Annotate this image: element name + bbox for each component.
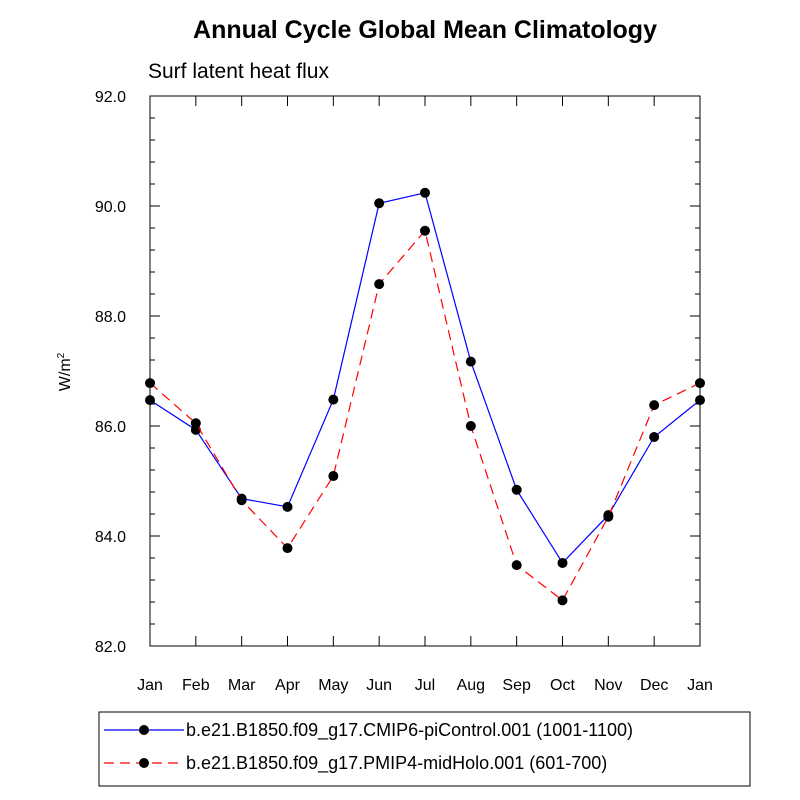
x-tick-label: Jul: [415, 677, 435, 694]
x-tick-label: Apr: [275, 677, 301, 694]
x-tick-label: Jan: [137, 677, 163, 694]
x-tick-label: Dec: [640, 677, 668, 694]
y-tick-label: 86.0: [95, 419, 126, 436]
y-axis-label: W/m2: [56, 352, 74, 391]
series-1-point: [695, 395, 705, 406]
y-tick-label: 92.0: [95, 89, 126, 106]
series-1-point: [374, 198, 385, 209]
chart-subtitle: Surf latent heat flux: [148, 60, 329, 83]
series-2-point: [374, 279, 385, 290]
series-2-point: [145, 378, 155, 389]
y-axis-label-text: W/m: [57, 358, 74, 391]
legend-label-1: b.e21.B1850.f09_g17.CMIP6-piControl.001 …: [186, 720, 633, 741]
y-tick-label: 82.0: [95, 639, 126, 656]
series-2-point: [557, 595, 568, 606]
series-2-point: [465, 421, 476, 431]
series-1-point: [328, 394, 339, 405]
y-tick-label: 88.0: [95, 309, 126, 326]
x-tick-label: Oct: [550, 677, 575, 694]
x-tick-label: Mar: [228, 677, 256, 694]
x-tick-label: Sep: [502, 677, 531, 694]
x-tick-label: Nov: [594, 677, 622, 694]
series-2-point: [190, 418, 201, 429]
series-2-point: [603, 511, 614, 522]
series-1-point: [282, 501, 293, 512]
y-tick-label: 90.0: [95, 199, 126, 216]
series-1-point: [557, 557, 568, 568]
series-2-point: [695, 378, 705, 389]
x-tick-label: Aug: [457, 677, 485, 694]
legend-label-2: b.e21.B1850.f09_g17.PMIP4-midHolo.001 (6…: [186, 753, 607, 774]
y-axis-label-superscript: 2: [56, 352, 67, 358]
legend: b.e21.B1850.f09_g17.CMIP6-piControl.001 …: [104, 720, 633, 774]
x-tick-label: Jan: [687, 677, 713, 694]
y-axis-ticks: 82.0 84.0 86.0 88.0 90.0 92.0: [95, 89, 700, 656]
series-1-point: [145, 395, 155, 406]
series-1-point: [420, 187, 430, 198]
x-tick-label: May: [318, 677, 348, 694]
series-1-point: [465, 356, 476, 367]
chart-title: Annual Cycle Global Mean Climatology: [193, 16, 657, 44]
series-2-point: [649, 400, 660, 411]
legend-marker-2: [139, 758, 149, 768]
series-2-point: [420, 225, 430, 236]
series-1-point: [649, 432, 660, 442]
series-2-point: [511, 560, 522, 571]
series-2-point: [236, 495, 247, 506]
series-1-point: [511, 484, 522, 495]
series-2-point: [282, 543, 293, 554]
series-layer: [145, 187, 705, 606]
legend-box: [98, 711, 751, 787]
x-tick-label: Feb: [182, 677, 210, 694]
x-tick-label: Jun: [366, 677, 392, 694]
y-tick-label: 84.0: [95, 529, 126, 546]
legend-marker-1: [139, 725, 149, 735]
series-2-point: [328, 471, 339, 482]
x-axis-ticks: Jan Feb Mar Apr May Jun Jul Aug Sep Oct Nov Dec Jan: [137, 96, 713, 694]
